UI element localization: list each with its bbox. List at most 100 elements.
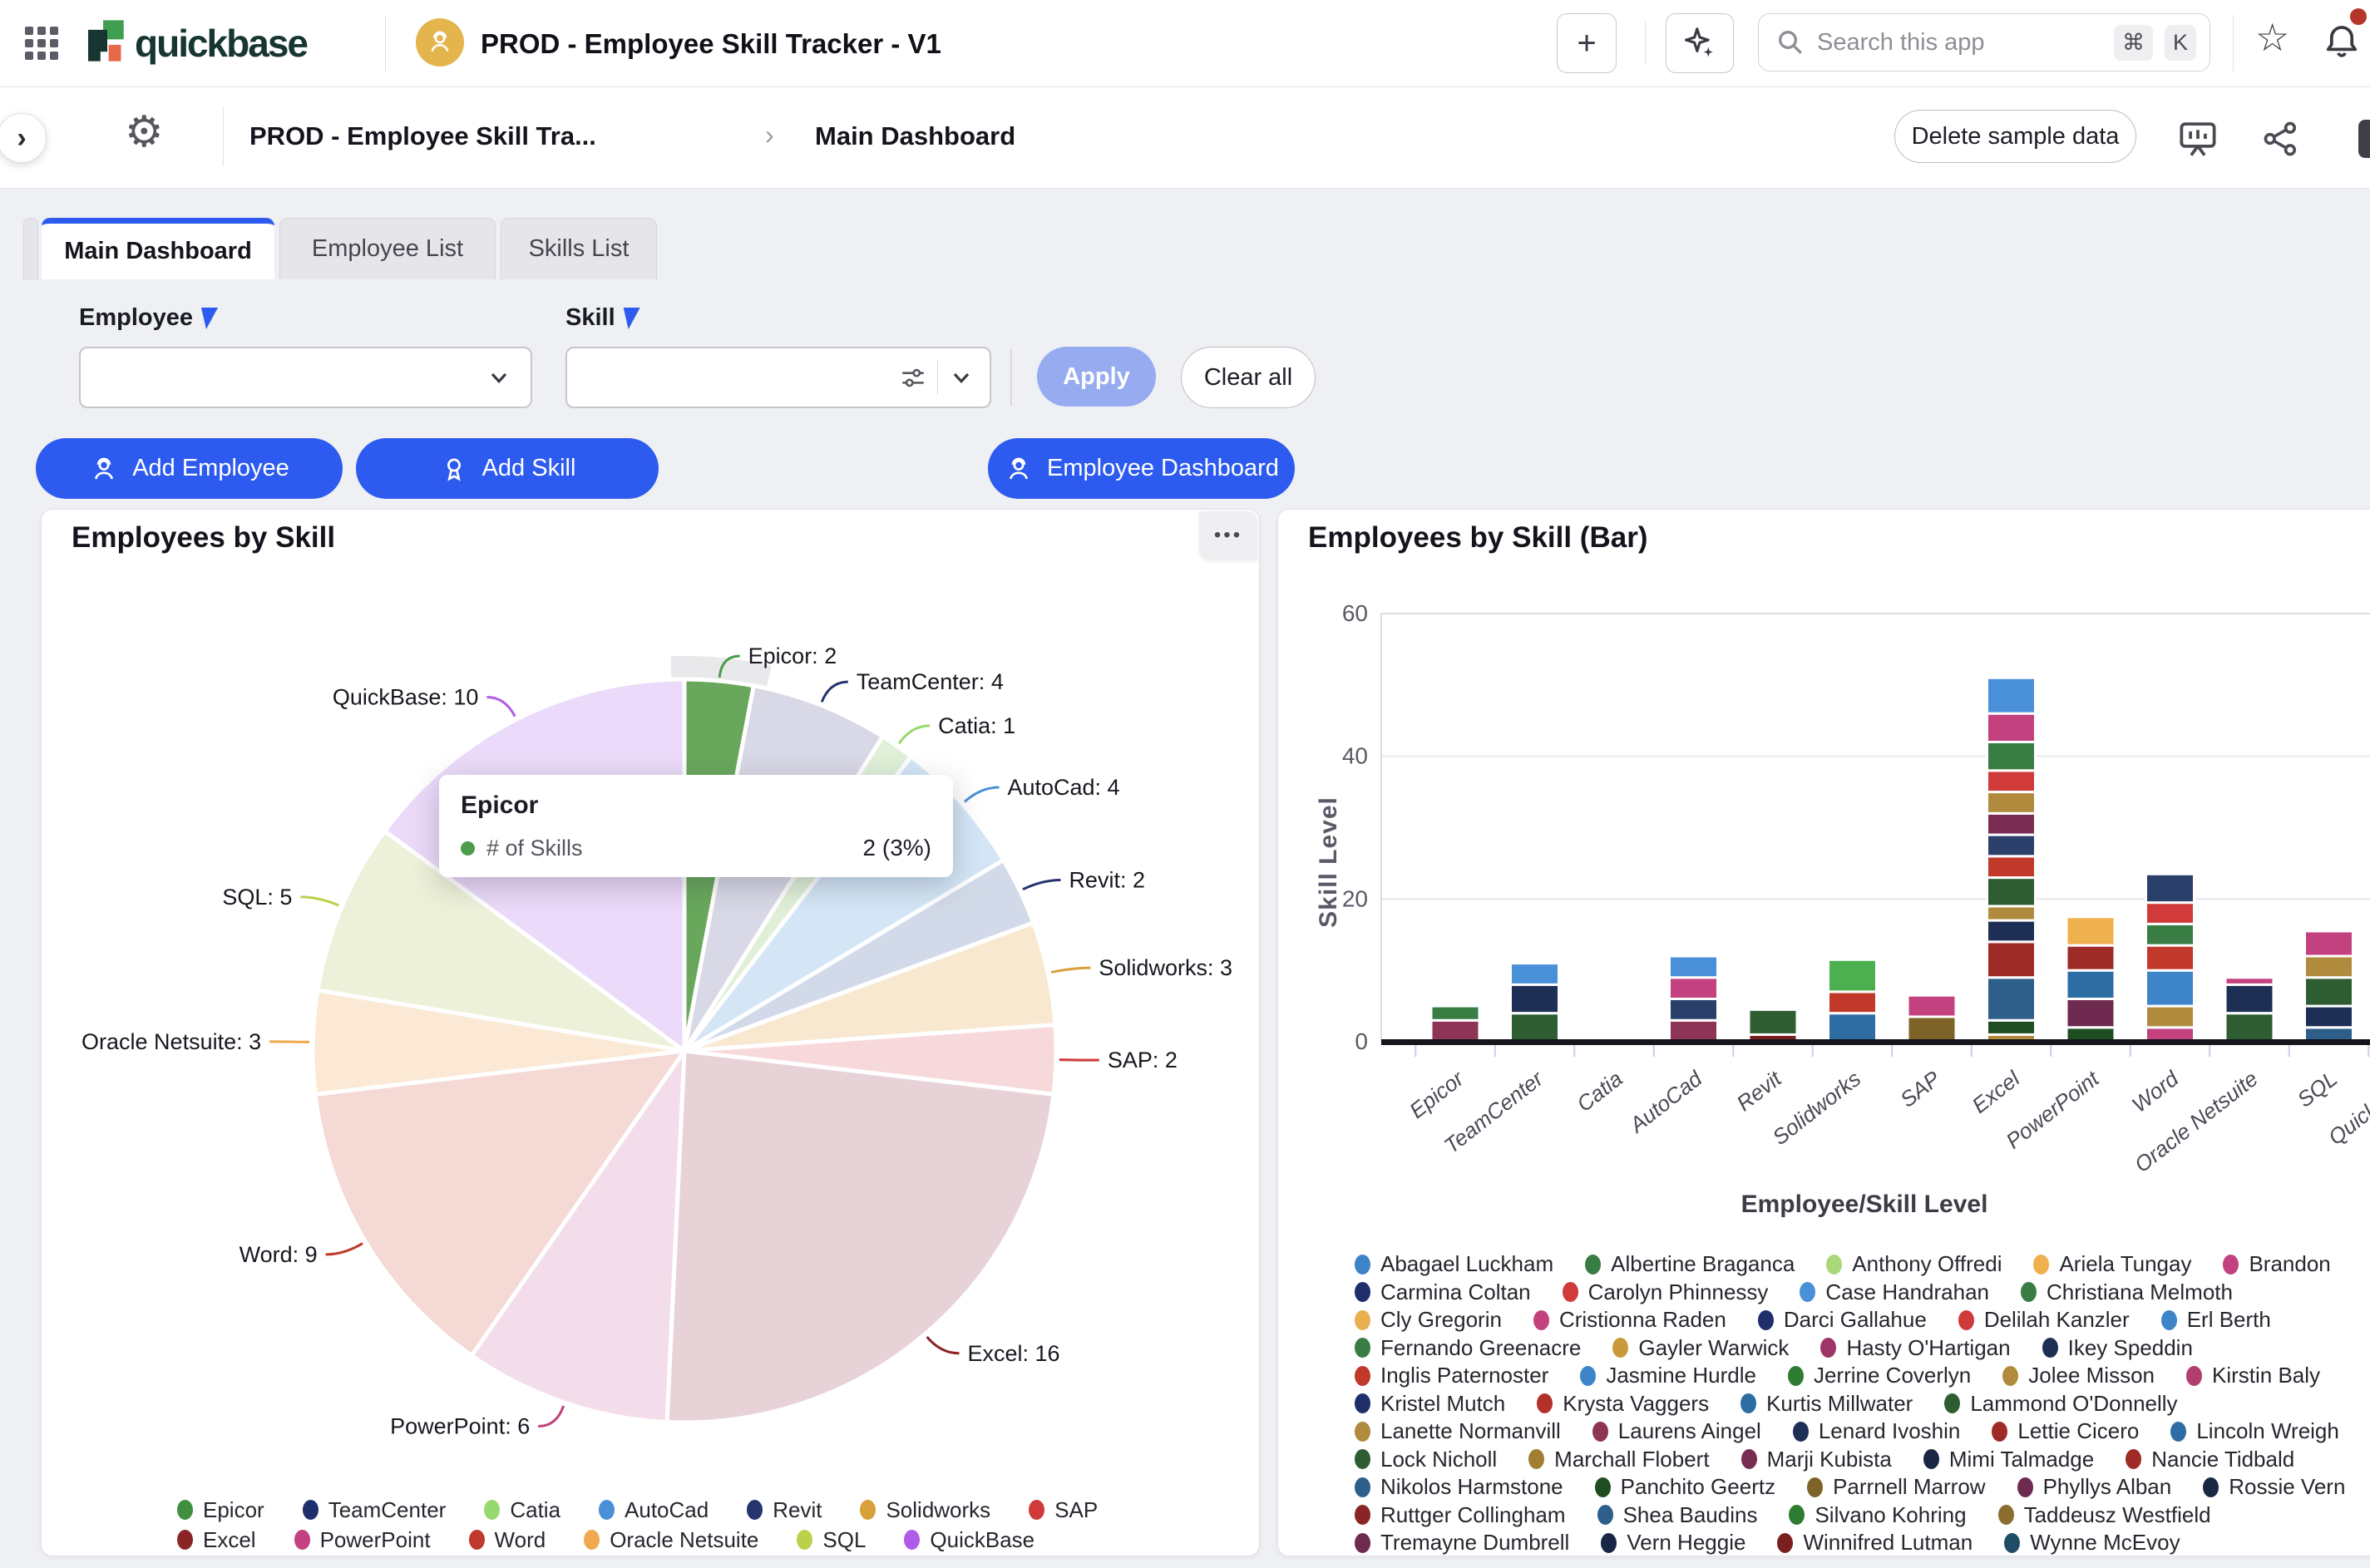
bar-segment[interactable] xyxy=(2224,983,2275,1015)
pie-slice[interactable] xyxy=(313,1048,687,1358)
legend-item[interactable]: Oracle Netsuite xyxy=(584,1527,758,1553)
legend-item[interactable]: Revit xyxy=(747,1497,822,1523)
bar-segment[interactable] xyxy=(2303,976,2354,1008)
pie-slice[interactable] xyxy=(315,829,687,1053)
legend-item[interactable]: Fernando Greenacre xyxy=(1355,1335,1581,1361)
legend-item[interactable]: Albertine Braganca xyxy=(1585,1251,1795,1277)
skill-filter-select[interactable] xyxy=(565,347,991,408)
new-item-button[interactable]: + xyxy=(1557,13,1617,73)
add-employee-button[interactable]: Add Employee xyxy=(36,438,343,499)
legend-item[interactable]: SQL xyxy=(797,1527,866,1553)
legend-item[interactable]: Case Handrahan xyxy=(1800,1280,1989,1305)
bar-segment[interactable] xyxy=(2145,872,2195,905)
pie-slice[interactable] xyxy=(469,1048,687,1425)
legend-item[interactable]: Tremayne Dumbrell xyxy=(1355,1530,1569,1556)
legend-item[interactable]: Hasty O'Hartigan xyxy=(1820,1335,2011,1361)
bar-segment[interactable] xyxy=(2065,915,2116,947)
bar-segment[interactable] xyxy=(1986,940,2037,979)
bar-segment[interactable] xyxy=(2303,954,2354,979)
share-icon[interactable] xyxy=(2260,118,2302,164)
bar-segment[interactable] xyxy=(1747,1008,1799,1036)
expand-sidebar-button[interactable]: › xyxy=(0,113,47,163)
bar-segment[interactable] xyxy=(1986,905,2037,922)
employee-dashboard-button[interactable]: Employee Dashboard xyxy=(988,438,1295,499)
delete-sample-data-button[interactable]: Delete sample data xyxy=(1894,110,2136,163)
apply-button[interactable]: Apply xyxy=(1037,347,1156,407)
legend-item[interactable]: Krysta Vaggers xyxy=(1537,1391,1709,1417)
bar-segment[interactable] xyxy=(2224,1012,2275,1043)
legend-item[interactable]: Cristionna Raden xyxy=(1533,1307,1726,1333)
legend-item[interactable]: Jerrine Coverlyn xyxy=(1787,1363,1971,1388)
employee-filter-select[interactable] xyxy=(79,347,532,408)
legend-item[interactable]: Word xyxy=(468,1527,546,1553)
settings-gear-icon[interactable]: ⚙ xyxy=(125,108,164,156)
bar-segment[interactable] xyxy=(1986,811,2037,836)
legend-item[interactable]: QuickBase xyxy=(904,1527,1034,1553)
legend-item[interactable]: Kirstin Baly xyxy=(2186,1363,2320,1388)
legend-item[interactable]: Nancie Tidbald xyxy=(2126,1447,2294,1472)
bar-segment[interactable] xyxy=(1986,676,2037,715)
legend-item[interactable]: Catia xyxy=(484,1497,560,1523)
bar-segment[interactable] xyxy=(1827,1012,1878,1043)
breadcrumb-app[interactable]: PROD - Employee Skill Tra... xyxy=(249,121,596,150)
legend-item[interactable]: Ruttger Collingham xyxy=(1355,1502,1566,1528)
bar-segment[interactable] xyxy=(1509,962,1560,986)
legend-item[interactable]: Anthony Offredi xyxy=(1826,1251,2002,1277)
bar-segment[interactable] xyxy=(1429,1018,1481,1043)
legend-item[interactable]: Erl Berth xyxy=(2160,1307,2271,1333)
bar-segment[interactable] xyxy=(1986,712,2037,744)
legend-item[interactable]: Kurtis Millwater xyxy=(1740,1391,1913,1417)
bar-segment[interactable] xyxy=(1668,998,1719,1022)
legend-item[interactable]: Parrnell Marrow xyxy=(1807,1474,1986,1500)
legend-item[interactable]: Inglis Paternoster xyxy=(1355,1363,1548,1388)
legend-item[interactable]: Epicor xyxy=(177,1497,264,1523)
legend-item[interactable]: Laurens Aingel xyxy=(1592,1418,1761,1444)
legend-item[interactable]: TeamCenter xyxy=(302,1497,446,1523)
bar-segment[interactable] xyxy=(2065,998,2116,1029)
legend-item[interactable]: Lanette Normanvill xyxy=(1355,1418,1561,1444)
legend-item[interactable]: Lettie Cicero xyxy=(1992,1418,2139,1444)
bar-segment[interactable] xyxy=(2145,969,2195,1008)
legend-item[interactable]: Ikey Speddin xyxy=(2042,1335,2193,1361)
legend-item[interactable]: Cly Gregorin xyxy=(1355,1307,1502,1333)
legend-item[interactable]: Carmina Coltan xyxy=(1355,1280,1531,1305)
search-input[interactable]: Search this app ⌘ K xyxy=(1758,13,2210,71)
legend-item[interactable]: Mimi Talmadge xyxy=(1923,1447,2094,1472)
legend-item[interactable]: Silvano Kohring xyxy=(1789,1502,1967,1528)
notifications-bell-icon[interactable] xyxy=(2320,20,2363,67)
legend-item[interactable]: Excel xyxy=(177,1527,256,1553)
bar-segment[interactable] xyxy=(1986,876,2037,908)
legend-item[interactable]: Darci Gallahue xyxy=(1757,1307,1927,1333)
ai-assistant-button[interactable] xyxy=(1666,13,1734,73)
legend-item[interactable]: Shea Baudins xyxy=(1597,1502,1757,1528)
legend-item[interactable]: AutoCad xyxy=(599,1497,709,1523)
legend-item[interactable]: Nikolos Harmstone xyxy=(1355,1474,1563,1500)
tab-skills-list[interactable]: Skills List xyxy=(501,218,657,279)
bar-segment[interactable] xyxy=(2303,929,2354,958)
bar-segment[interactable] xyxy=(1986,769,2037,794)
legend-item[interactable]: Rossie Vern xyxy=(2203,1474,2345,1500)
legend-item[interactable]: Jasmine Hurdle xyxy=(1580,1363,1756,1388)
bar-segment[interactable] xyxy=(1986,1018,2037,1036)
bar-segment[interactable] xyxy=(1429,1004,1481,1022)
bar-segment[interactable] xyxy=(2145,922,2195,947)
bar-segment[interactable] xyxy=(1668,954,1719,979)
bar-segment[interactable] xyxy=(1986,855,2037,880)
bar-segment[interactable] xyxy=(2145,901,2195,925)
legend-item[interactable]: Lenard Ivoshin xyxy=(1792,1418,1960,1444)
legend-item[interactable]: Marji Kubista xyxy=(1740,1447,1892,1472)
legend-item[interactable]: Solidworks xyxy=(860,1497,990,1523)
bar-segment[interactable] xyxy=(1668,1018,1719,1043)
legend-item[interactable]: Ariela Tungay xyxy=(2033,1251,2191,1277)
legend-item[interactable]: Delilah Kanzler xyxy=(1958,1307,2130,1333)
bar-segment[interactable] xyxy=(2145,944,2195,972)
card-menu-button[interactable]: ••• xyxy=(1199,511,1257,560)
bar-segment[interactable] xyxy=(1827,958,1878,994)
bar-segment[interactable] xyxy=(1906,994,1958,1018)
legend-item[interactable]: Kristel Mutch xyxy=(1355,1391,1505,1417)
bar-segment[interactable] xyxy=(1509,1012,1560,1043)
bar-segment[interactable] xyxy=(1986,791,2037,815)
quickbase-logo[interactable]: quickbase xyxy=(88,20,309,66)
favorite-star-icon[interactable]: ☆ xyxy=(2255,16,2290,59)
add-skill-button[interactable]: Add Skill xyxy=(356,438,659,499)
